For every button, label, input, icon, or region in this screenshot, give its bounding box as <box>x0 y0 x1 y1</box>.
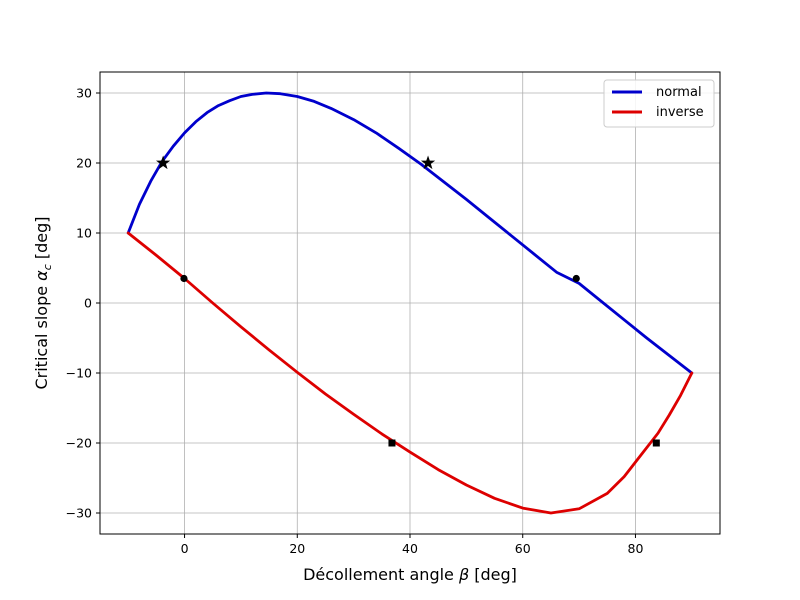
markers <box>155 155 660 447</box>
x-tick-label: 20 <box>289 541 305 556</box>
y-tick-label: 30 <box>76 86 92 101</box>
y-tick-label: 10 <box>76 226 92 241</box>
y-tick-label: −10 <box>66 366 92 381</box>
square-marker <box>388 439 396 447</box>
y-tick-label: −20 <box>66 436 92 451</box>
x-axis-label: Décollement angle β [deg] <box>303 565 517 584</box>
star-marker <box>155 155 171 170</box>
y-tick-label: 20 <box>76 156 92 171</box>
ticks: 0 20 40 60 80 −30 −20 −10 0 10 20 30 <box>66 86 644 557</box>
square-marker <box>652 439 660 447</box>
y-axis-label: Critical slope αc [deg] <box>32 216 54 389</box>
series-line-inverse <box>126 231 694 515</box>
legend-inverse-label: inverse <box>656 105 704 120</box>
legend-normal-label: normal <box>656 85 702 100</box>
y-tick-label: 0 <box>84 296 92 311</box>
star-marker <box>420 155 436 170</box>
x-tick-label: 40 <box>402 541 418 556</box>
circle-marker <box>572 274 580 283</box>
legend: normal inverse <box>603 79 715 128</box>
grid <box>100 72 720 534</box>
x-tick-label: 60 <box>515 541 531 556</box>
circle-marker <box>180 274 188 283</box>
series-lines <box>126 91 694 515</box>
y-tick-label: −30 <box>66 506 92 521</box>
x-tick-label: 0 <box>181 541 189 556</box>
series-line-normal <box>126 91 694 375</box>
x-tick-label: 80 <box>628 541 644 556</box>
